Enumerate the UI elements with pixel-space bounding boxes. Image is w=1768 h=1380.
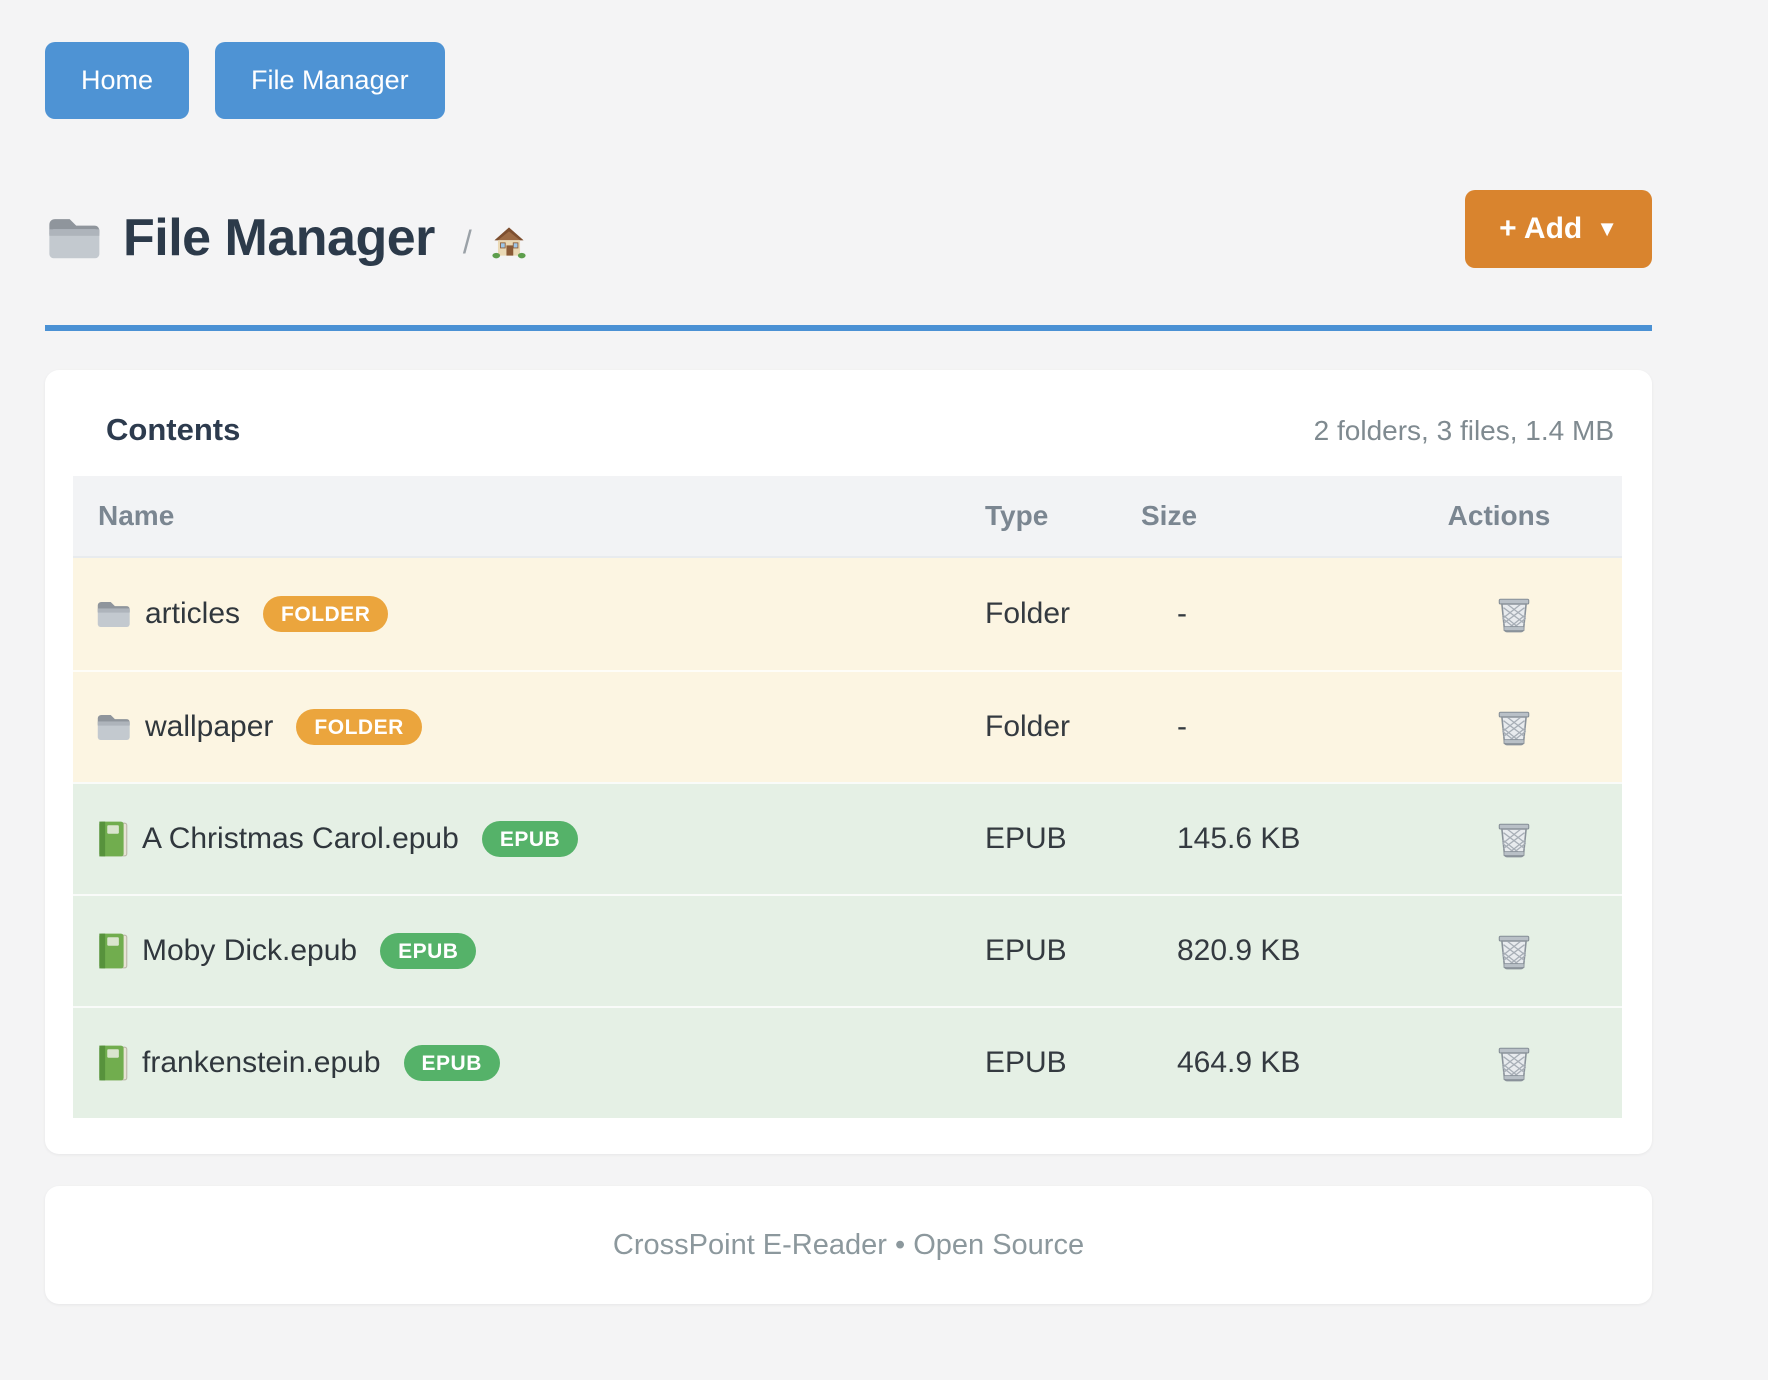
book-icon: [98, 1045, 128, 1081]
table-row[interactable]: wallpaper FOLDER Folder -: [73, 670, 1622, 782]
type-badge: FOLDER: [263, 596, 389, 632]
add-button-label: + Add: [1499, 212, 1583, 245]
footer-card: CrossPoint E-Reader • Open Source: [45, 1186, 1652, 1304]
file-type: EPUB: [985, 1046, 1067, 1079]
chevron-down-icon: ▼: [1596, 216, 1618, 241]
file-type: Folder: [985, 710, 1071, 743]
delete-button[interactable]: [1491, 590, 1537, 638]
top-nav: Home File Manager: [45, 0, 1652, 119]
type-badge: EPUB: [481, 821, 579, 857]
trash-icon: [1498, 1047, 1530, 1082]
contents-heading: Contents: [106, 412, 241, 447]
file-name[interactable]: wallpaper: [145, 710, 274, 743]
page-container: Home File Manager File Manager / + Add ▼…: [45, 0, 1652, 1304]
table-row[interactable]: frankenstein.epub EPUB EPUB 464.9 KB: [73, 1006, 1622, 1118]
file-type: Folder: [985, 597, 1071, 630]
table-header-row: Name Type Size Actions: [73, 476, 1622, 558]
folder-icon: [49, 218, 100, 258]
footer-text: CrossPoint E-Reader • Open Source: [612, 1228, 1085, 1261]
contents-card-header: Contents 2 folders, 3 files, 1.4 MB: [73, 412, 1622, 448]
page-title: File Manager: [123, 208, 435, 267]
delete-button[interactable]: [1491, 703, 1537, 751]
file-name[interactable]: articles: [145, 597, 241, 630]
column-header-actions: Actions: [1447, 500, 1551, 531]
file-type: EPUB: [985, 934, 1067, 967]
trash-icon: [1498, 711, 1530, 746]
breadcrumb-separator: /: [462, 224, 472, 260]
book-icon: [98, 933, 128, 969]
nav-home-button[interactable]: Home: [45, 42, 190, 119]
file-size: -: [1177, 597, 1187, 630]
delete-button[interactable]: [1491, 927, 1537, 975]
contents-summary: 2 folders, 3 files, 1.4 MB: [1313, 415, 1614, 446]
book-icon: [98, 821, 128, 857]
type-badge: FOLDER: [296, 709, 422, 745]
file-name[interactable]: frankenstein.epub: [142, 1046, 381, 1079]
contents-card: Contents 2 folders, 3 files, 1.4 MB Name…: [45, 370, 1652, 1154]
folder-icon: [97, 714, 130, 740]
file-size: 145.6 KB: [1177, 822, 1301, 855]
trash-icon: [1498, 823, 1530, 858]
file-size: -: [1177, 710, 1187, 743]
file-name[interactable]: A Christmas Carol.epub: [142, 822, 459, 855]
trash-icon: [1498, 598, 1530, 633]
page-header: File Manager / + Add ▼: [45, 189, 1652, 286]
folder-icon: [97, 601, 130, 627]
add-button[interactable]: + Add ▼: [1465, 190, 1652, 268]
column-header-name: Name: [98, 500, 175, 531]
title-rule: [45, 325, 1652, 331]
file-size: 820.9 KB: [1177, 934, 1301, 967]
column-header-type: Type: [985, 500, 1049, 531]
file-name[interactable]: Moby Dick.epub: [142, 934, 358, 967]
file-size: 464.9 KB: [1177, 1046, 1301, 1079]
delete-button[interactable]: [1491, 1039, 1537, 1087]
table-row[interactable]: Moby Dick.epub EPUB EPUB 820.9 KB: [73, 894, 1622, 1006]
type-badge: EPUB: [403, 1045, 500, 1081]
house-icon[interactable]: [488, 217, 530, 259]
file-table: Name Type Size Actions articles FOLDER F…: [73, 476, 1622, 1118]
table-row[interactable]: articles FOLDER Folder -: [73, 558, 1622, 670]
file-type: EPUB: [985, 822, 1067, 855]
table-row[interactable]: A Christmas Carol.epub EPUB EPUB 145.6 K…: [73, 782, 1622, 894]
delete-button[interactable]: [1491, 815, 1537, 863]
type-badge: EPUB: [380, 933, 477, 969]
trash-icon: [1498, 935, 1530, 970]
nav-file-manager-button[interactable]: File Manager: [215, 42, 445, 119]
column-header-size: Size: [1141, 500, 1198, 531]
